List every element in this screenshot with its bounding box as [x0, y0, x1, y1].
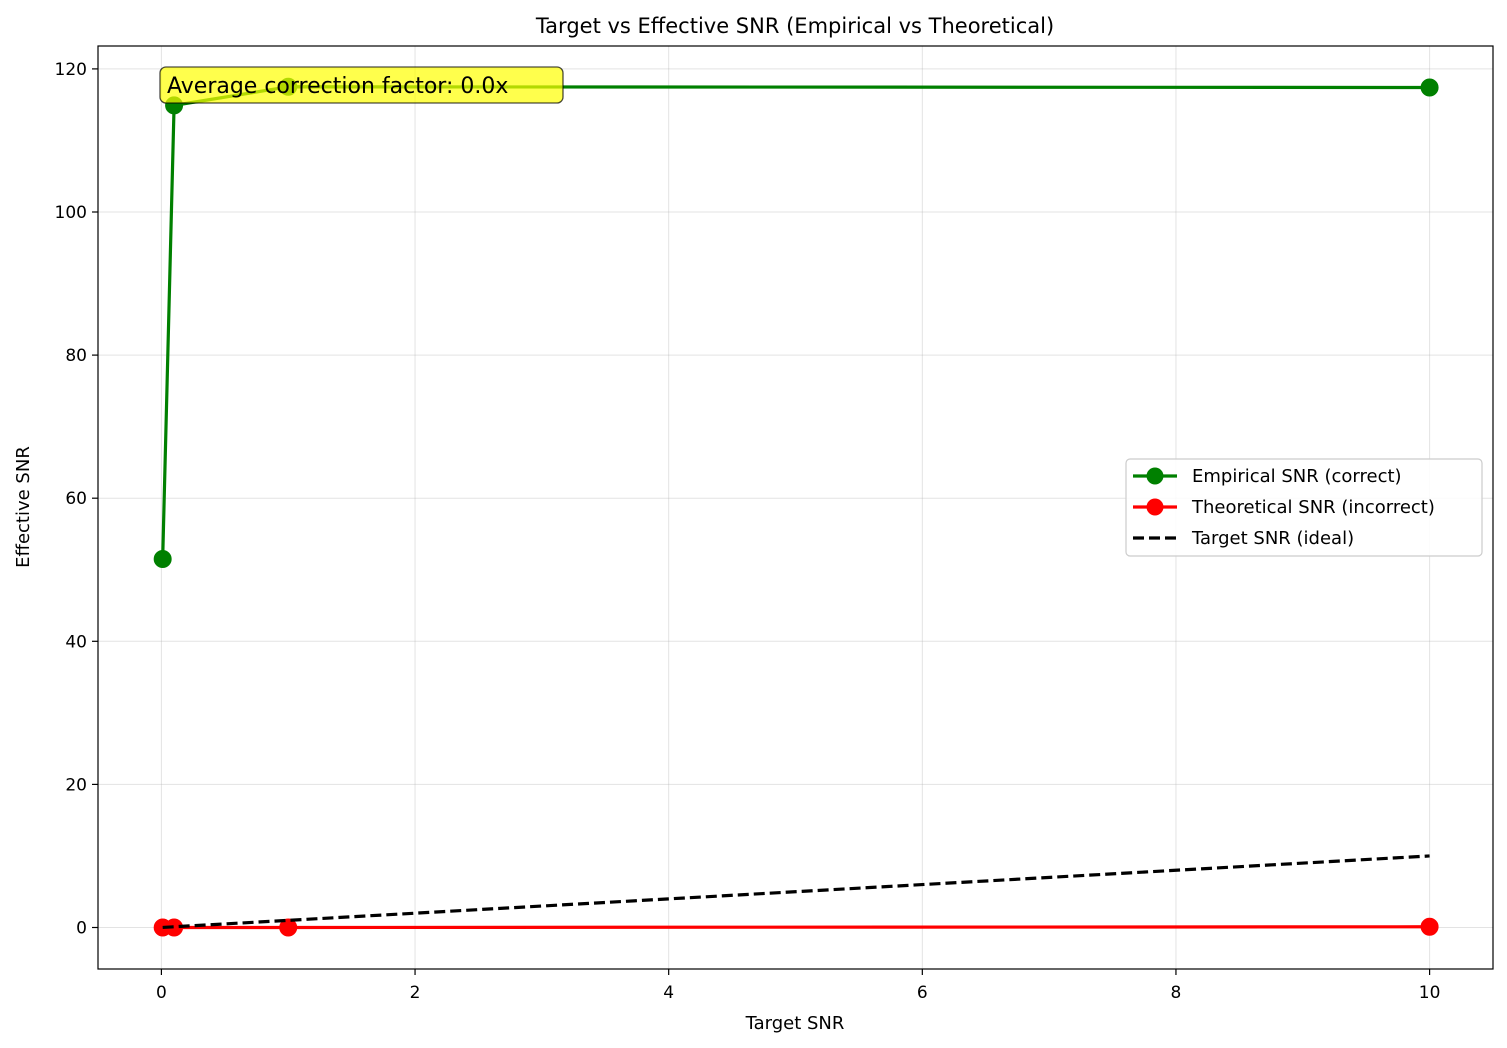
y-tick-label: 20	[65, 775, 87, 795]
data-point	[1420, 917, 1439, 936]
plot-frame	[97, 45, 1494, 970]
annotation-box: Average correction factor: 0.0x	[159, 66, 564, 104]
chart-title: Target vs Effective SNR (Empirical vs Th…	[535, 14, 1054, 38]
series-2	[162, 854, 1430, 930]
legend-label: Theoretical SNR (incorrect)	[1191, 497, 1435, 518]
legend-item: Theoretical SNR (incorrect)	[1133, 497, 1435, 518]
x-tick-label: 8	[1171, 983, 1182, 1003]
legend-frame	[1125, 458, 1483, 557]
x-axis-title: Target SNR	[745, 1013, 845, 1034]
legend-swatch-marker	[1146, 467, 1164, 485]
annotation-text: Average correction factor: 0.0x	[167, 74, 508, 99]
x-tick-label: 2	[410, 983, 421, 1003]
legend-swatch-marker	[1146, 498, 1164, 516]
series-line	[162, 925, 1430, 930]
data-point	[1420, 78, 1439, 97]
legend: Empirical SNR (correct) Theoretical SNR (…	[1125, 458, 1483, 557]
data-point	[279, 918, 298, 937]
y-axis-title: Effective SNR	[13, 446, 34, 568]
y-tick-label: 0	[76, 919, 87, 939]
legend-item: Target SNR (ideal)	[1133, 528, 1354, 549]
legend-label: Target SNR (ideal)	[1191, 528, 1354, 549]
y-tick-label: 120	[55, 60, 87, 80]
data-point	[153, 550, 172, 569]
x-tick-label: 10	[1419, 983, 1441, 1003]
y-tick-label: 80	[65, 346, 87, 366]
legend-label: Empirical SNR (correct)	[1192, 466, 1402, 487]
annotation-background	[159, 66, 564, 104]
y-tick-label: 60	[65, 489, 87, 509]
y-tick-label: 100	[55, 203, 87, 223]
x-tick-label: 4	[663, 983, 674, 1003]
y-tick-label: 40	[65, 632, 87, 652]
legend-item: Empirical SNR (correct)	[1133, 466, 1402, 487]
x-tick-label: 6	[917, 983, 928, 1003]
x-tick-label: 0	[156, 983, 167, 1003]
series-line	[162, 854, 1430, 930]
